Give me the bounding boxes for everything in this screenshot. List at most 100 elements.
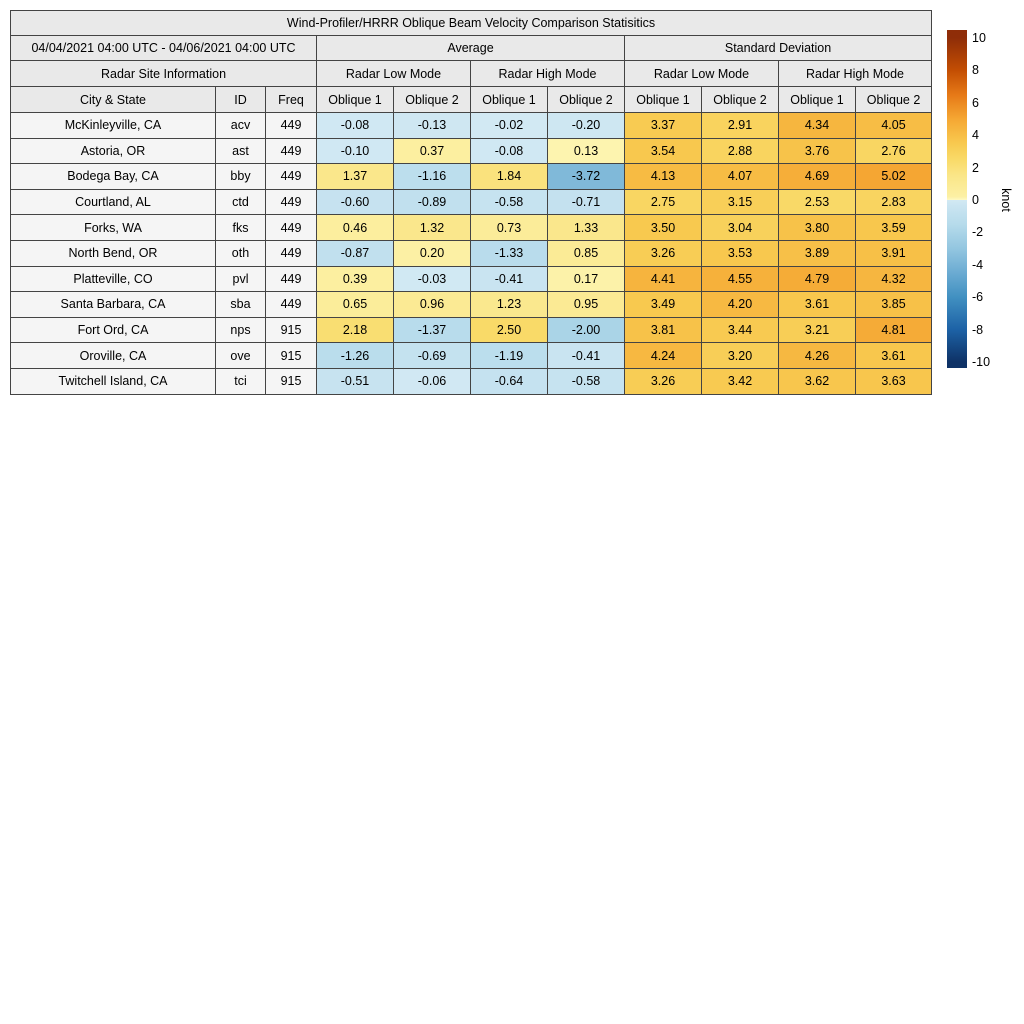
colorbar-gradient (947, 30, 967, 368)
site-id-cell: nps (215, 316, 266, 344)
value-cell: -0.02 (470, 112, 548, 139)
value-cell: 2.18 (316, 316, 394, 344)
site-freq-cell: 449 (265, 137, 317, 165)
value-cell: 0.20 (393, 239, 471, 267)
value-cell: 3.53 (701, 239, 779, 267)
value-cell: -0.60 (316, 188, 394, 216)
value-cell: 3.59 (854, 214, 933, 241)
site-city-cell: Oroville, CA (10, 342, 216, 369)
value-cell: 1.37 (316, 163, 394, 190)
value-cell: -0.87 (316, 239, 394, 267)
value-cell: -1.26 (316, 342, 394, 369)
table-row: Bodega Bay, CA bby 449 1.37 -1.16 1.84 -3.72 4.… (10, 163, 933, 190)
std-high-mode-header: Radar High Mode (777, 60, 933, 87)
site-city-cell: McKinleyville, CA (10, 112, 216, 139)
table-row: Platteville, CO pvl 449 0.39 -0.03 -0.41 0.17 4… (10, 265, 933, 293)
value-cell: -0.71 (547, 188, 625, 216)
value-cell: 2.76 (854, 137, 933, 165)
value-cell: -0.69 (393, 342, 471, 369)
value-cell: 4.81 (854, 316, 933, 344)
value-cell: -0.08 (470, 137, 548, 165)
value-cell: 0.73 (470, 214, 548, 241)
value-cell: 2.75 (624, 188, 702, 216)
value-cell: 1.23 (470, 291, 548, 318)
radar-site-info-header: Radar Site Information (10, 60, 317, 87)
std-low-mode-header: Radar Low Mode (624, 60, 779, 87)
col-header-id: ID (215, 86, 266, 113)
colorbar-tick-label: 2 (972, 160, 979, 175)
value-cell: 3.20 (701, 342, 779, 369)
value-cell: 4.55 (701, 265, 779, 293)
value-cell: 0.17 (547, 265, 625, 293)
value-cell: 3.42 (701, 367, 779, 395)
site-freq-cell: 449 (265, 291, 317, 318)
value-cell: 0.95 (547, 291, 625, 318)
value-cell: -0.10 (316, 137, 394, 165)
value-cell: -0.41 (547, 342, 625, 369)
table-row: North Bend, OR oth 449 -0.87 0.20 -1.33 0.85 3.… (10, 239, 933, 267)
colorbar-tick-label: 8 (972, 63, 979, 78)
value-cell: 5.02 (854, 163, 933, 190)
table-row: Fort Ord, CA nps 915 2.18 -1.37 2.50 -2.00 3.81… (10, 316, 933, 344)
value-cell: 0.85 (547, 239, 625, 267)
table-row: McKinleyville, CA acv 449 -0.08 -0.13 -0.02 -0… (10, 112, 933, 139)
value-cell: 3.89 (778, 239, 856, 267)
value-cell: 3.44 (701, 316, 779, 344)
site-freq-cell: 449 (265, 239, 317, 267)
site-id-cell: ctd (215, 188, 266, 216)
value-cell: -0.41 (470, 265, 548, 293)
site-city-cell: Santa Barbara, CA (10, 291, 216, 318)
value-cell: -0.64 (470, 367, 548, 395)
value-cell: 2.53 (778, 188, 856, 216)
site-city-cell: Astoria, OR (10, 137, 216, 165)
value-cell: 0.46 (316, 214, 394, 241)
value-cell: 2.83 (854, 188, 933, 216)
site-id-cell: acv (215, 112, 266, 139)
value-cell: 3.50 (624, 214, 702, 241)
value-cell: 3.91 (854, 239, 933, 267)
site-id-cell: bby (215, 163, 266, 190)
col-header-oblique1: Oblique 1 (316, 86, 394, 113)
colorbar-tick-label: -2 (972, 225, 984, 240)
value-cell: -0.51 (316, 367, 394, 395)
site-freq-cell: 449 (265, 112, 317, 139)
value-cell: 3.26 (624, 367, 702, 395)
site-freq-cell: 449 (265, 188, 317, 216)
value-cell: 4.05 (854, 112, 933, 139)
value-cell: 3.76 (778, 137, 856, 165)
table-row: Santa Barbara, CA sba 449 0.65 0.96 1.23 0.95 3… (10, 291, 933, 318)
table-title: Wind-Profiler/HRRR Oblique Beam Velocity… (9, 10, 933, 36)
colorbar-tick-label: 10 (972, 30, 986, 45)
value-cell: 3.26 (624, 239, 702, 267)
section-standard-deviation: Standard Deviation (623, 35, 933, 61)
value-cell: 1.32 (393, 214, 471, 241)
value-cell: 1.33 (547, 214, 625, 241)
value-cell: -1.37 (393, 316, 471, 344)
site-id-cell: pvl (215, 265, 266, 293)
value-cell: -0.03 (393, 265, 471, 293)
site-freq-cell: 449 (265, 265, 317, 293)
col-header-oblique2: Oblique 2 (854, 86, 933, 113)
value-cell: 3.21 (778, 316, 856, 344)
value-cell: 0.65 (316, 291, 394, 318)
site-city-cell: Courtland, AL (10, 188, 216, 216)
value-cell: -2.00 (547, 316, 625, 344)
value-cell: 4.07 (701, 163, 779, 190)
section-average: Average (316, 35, 625, 61)
value-cell: 3.61 (778, 291, 856, 318)
table-row: Forks, WA fks 449 0.46 1.32 0.73 1.33 3.50 3.04 3… (10, 214, 933, 241)
value-cell: -0.20 (547, 112, 625, 139)
value-cell: 3.15 (701, 188, 779, 216)
site-id-cell: oth (215, 239, 266, 267)
value-cell: 3.49 (624, 291, 702, 318)
value-cell: 3.54 (624, 137, 702, 165)
colorbar-tick-label: 4 (972, 127, 979, 142)
value-cell: -0.08 (316, 112, 394, 139)
col-header-oblique2: Oblique 2 (393, 86, 471, 113)
value-cell: 3.85 (854, 291, 933, 318)
site-id-cell: ast (215, 137, 266, 165)
table-row: Twitchell Island, CA tci 915 -0.51 -0.06 -0.6… (10, 367, 933, 395)
colorbar-tick-label: -4 (972, 257, 984, 272)
value-cell: 3.04 (701, 214, 779, 241)
